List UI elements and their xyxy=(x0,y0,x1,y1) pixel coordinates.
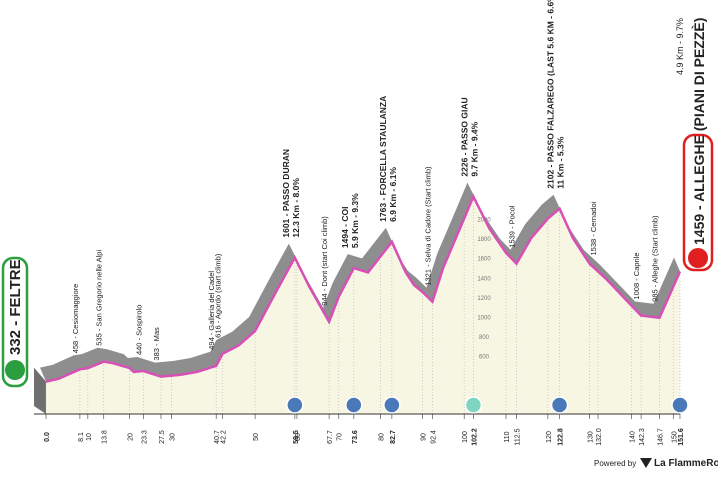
climb-name: 2226 - PASSO GIAU xyxy=(459,97,469,176)
x-tick-label: 130 xyxy=(588,431,595,443)
y-tick-label: 600 xyxy=(479,354,490,360)
x-tick-label: 132.0 xyxy=(596,428,603,446)
y-tick-label: 1200 xyxy=(477,296,491,302)
place-label: 1008 - Caprile xyxy=(632,252,641,299)
footer-brand: La FlammeRouge xyxy=(654,458,718,469)
x-tick-label: 140 xyxy=(629,431,636,443)
finish-box xyxy=(682,133,714,272)
footer-powered: Powered by xyxy=(594,459,636,468)
climb-name: 1601 - PASSO DURAN xyxy=(281,149,291,238)
x-tick-label: 150 xyxy=(671,431,678,443)
place-label: 1539 - Pocol xyxy=(507,205,516,247)
x-tick-label: 110 xyxy=(504,431,511,442)
climb-detail: 9.7 Km - 9.4% xyxy=(469,121,479,176)
x-tick-label: 0.0 xyxy=(44,432,51,442)
x-tick-label: 20 xyxy=(128,433,135,441)
place-label: 985 - Alleghe (Start climb) xyxy=(651,215,660,302)
x-tick-label: 90 xyxy=(420,433,427,441)
place-label: 616 - Agordo (start climb) xyxy=(213,253,222,338)
profile-area xyxy=(46,196,680,414)
place-label: 1538 - Cernadoi xyxy=(589,201,598,255)
y-tick-label: 1800 xyxy=(477,237,491,243)
climb-name: 2102 - PASSO FALZAREGO (LAST 5.6 KM - 6.… xyxy=(546,0,556,189)
profile-line xyxy=(45,193,682,383)
place-label: 944 - Dont (start Coi climb) xyxy=(320,216,329,306)
start-box xyxy=(1,256,29,388)
place-label: 383 - Mas xyxy=(152,327,161,361)
x-tick-label: 120 xyxy=(546,431,553,443)
x-tick-label: 59.5 xyxy=(293,430,300,444)
y-tick-label: 1400 xyxy=(477,276,491,282)
x-tick-label: 30 xyxy=(169,433,176,441)
climb-detail: 5.9 Km - 9.3% xyxy=(350,193,360,248)
finish-detail: 4.9 Km - 9.7% xyxy=(675,18,685,75)
kom-icon xyxy=(383,396,401,414)
x-tick-label: 82.7 xyxy=(390,430,397,444)
climb-name: 1763 - FORCELLA STAULANZA xyxy=(378,96,388,222)
kom-icon xyxy=(345,396,363,414)
kom-icon xyxy=(286,396,304,414)
x-tick-label: 100 xyxy=(462,431,469,443)
finish-label: 1459 - ALLEGHE (PIANI DI PEZZÈ) xyxy=(691,18,707,245)
x-tick-label: 23.3 xyxy=(141,430,148,444)
climb-name: 1494 - COI xyxy=(340,207,350,249)
x-tick-label: 67.7 xyxy=(327,430,334,444)
place-label: 458 - Cesiomaggiore xyxy=(71,284,80,354)
x-tick-label: 142.3 xyxy=(639,428,646,446)
footer-logo xyxy=(640,458,652,468)
place-label: 1321 - Selva di Cadore (Start climb) xyxy=(423,166,432,286)
x-tick-label: 146.7 xyxy=(658,428,665,446)
x-tick-label: 102.2 xyxy=(471,428,478,446)
x-tick-label: 40.7 xyxy=(214,430,221,444)
place-label: 440 - Sospirolo xyxy=(134,305,143,355)
x-tick-label: 70 xyxy=(337,433,344,441)
x-tick-label: 112.5 xyxy=(514,428,521,445)
kom-icon xyxy=(464,396,483,414)
x-tick-label: 73.6 xyxy=(352,430,359,444)
x-tick-label: 8.1 xyxy=(78,432,85,442)
x-tick-label: 80 xyxy=(379,433,386,441)
start-icon xyxy=(5,360,25,380)
kom-icon xyxy=(671,396,689,414)
place-label: 494 - Galleria del Cadel xyxy=(207,271,216,350)
x-tick-label: 27.5 xyxy=(159,430,166,444)
x-tick-label: 122.8 xyxy=(558,428,565,446)
climb-detail: 6.9 Km - 6.1% xyxy=(388,167,398,222)
finish-icon xyxy=(688,248,708,268)
kom-icon xyxy=(550,396,569,414)
start-label: 332 - FELTRE xyxy=(7,259,24,355)
y-tick-label: 1000 xyxy=(477,315,491,321)
profile-wall xyxy=(34,367,46,414)
y-tick-label: 1600 xyxy=(477,257,491,263)
climb-detail: 11 Km - 5.3% xyxy=(556,136,566,188)
x-tick-label: 10 xyxy=(86,433,93,441)
x-tick-label: 92.4 xyxy=(430,430,437,444)
y-tick-label: 800 xyxy=(479,335,490,341)
climb-detail: 12.3 Km - 8.0% xyxy=(291,178,301,238)
place-label: 535 - San Gregorio nelle Alpi xyxy=(95,250,104,346)
x-tick-label: 13.8 xyxy=(102,430,109,444)
x-tick-label: 50 xyxy=(253,433,260,441)
x-tick-label: 60 xyxy=(295,433,302,441)
x-tick-label: 42.2 xyxy=(220,430,227,444)
x-tick-label: 151.6 xyxy=(678,428,685,446)
